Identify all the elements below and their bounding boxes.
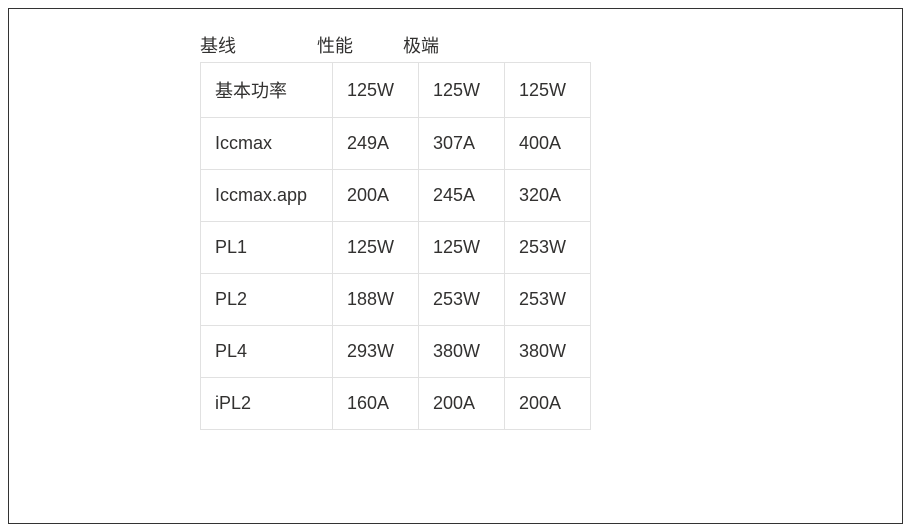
cell-label: PL2 [201, 274, 333, 326]
cell-extreme: 320A [505, 170, 591, 222]
table-row: PL4 293W 380W 380W [201, 326, 591, 378]
cell-performance: 245A [419, 170, 505, 222]
cell-extreme: 253W [505, 274, 591, 326]
power-spec-table: 基线 性能 极端 基本功率 125W 125W 125W Iccmax 249A… [200, 32, 591, 430]
cell-extreme: 253W [505, 222, 591, 274]
cell-performance: 307A [419, 118, 505, 170]
cell-baseline: 160A [333, 378, 419, 430]
table-row: PL2 188W 253W 253W [201, 274, 591, 326]
cell-label: PL1 [201, 222, 333, 274]
cell-baseline: 200A [333, 170, 419, 222]
table-row: 基本功率 125W 125W 125W [201, 63, 591, 118]
table-row: Iccmax.app 200A 245A 320A [201, 170, 591, 222]
cell-baseline: 293W [333, 326, 419, 378]
cell-extreme: 400A [505, 118, 591, 170]
cell-performance: 200A [419, 378, 505, 430]
cell-label: iPL2 [201, 378, 333, 430]
table-row: PL1 125W 125W 253W [201, 222, 591, 274]
cell-performance: 125W [419, 222, 505, 274]
cell-extreme: 125W [505, 63, 591, 118]
cell-extreme: 380W [505, 326, 591, 378]
table-row: iPL2 160A 200A 200A [201, 378, 591, 430]
table-row: Iccmax 249A 307A 400A [201, 118, 591, 170]
cell-label: 基本功率 [201, 63, 333, 118]
cell-label: PL4 [201, 326, 333, 378]
data-table: 基本功率 125W 125W 125W Iccmax 249A 307A 400… [200, 62, 591, 430]
cell-label: Iccmax [201, 118, 333, 170]
cell-baseline: 125W [333, 222, 419, 274]
cell-performance: 125W [419, 63, 505, 118]
cell-extreme: 200A [505, 378, 591, 430]
cell-baseline: 125W [333, 63, 419, 118]
header-performance: 性能 [317, 32, 403, 58]
cell-performance: 253W [419, 274, 505, 326]
header-extreme: 极端 [403, 32, 489, 58]
header-baseline: 基线 [200, 32, 317, 58]
table-header-row: 基线 性能 极端 [200, 32, 591, 58]
cell-performance: 380W [419, 326, 505, 378]
cell-baseline: 249A [333, 118, 419, 170]
cell-label: Iccmax.app [201, 170, 333, 222]
cell-baseline: 188W [333, 274, 419, 326]
